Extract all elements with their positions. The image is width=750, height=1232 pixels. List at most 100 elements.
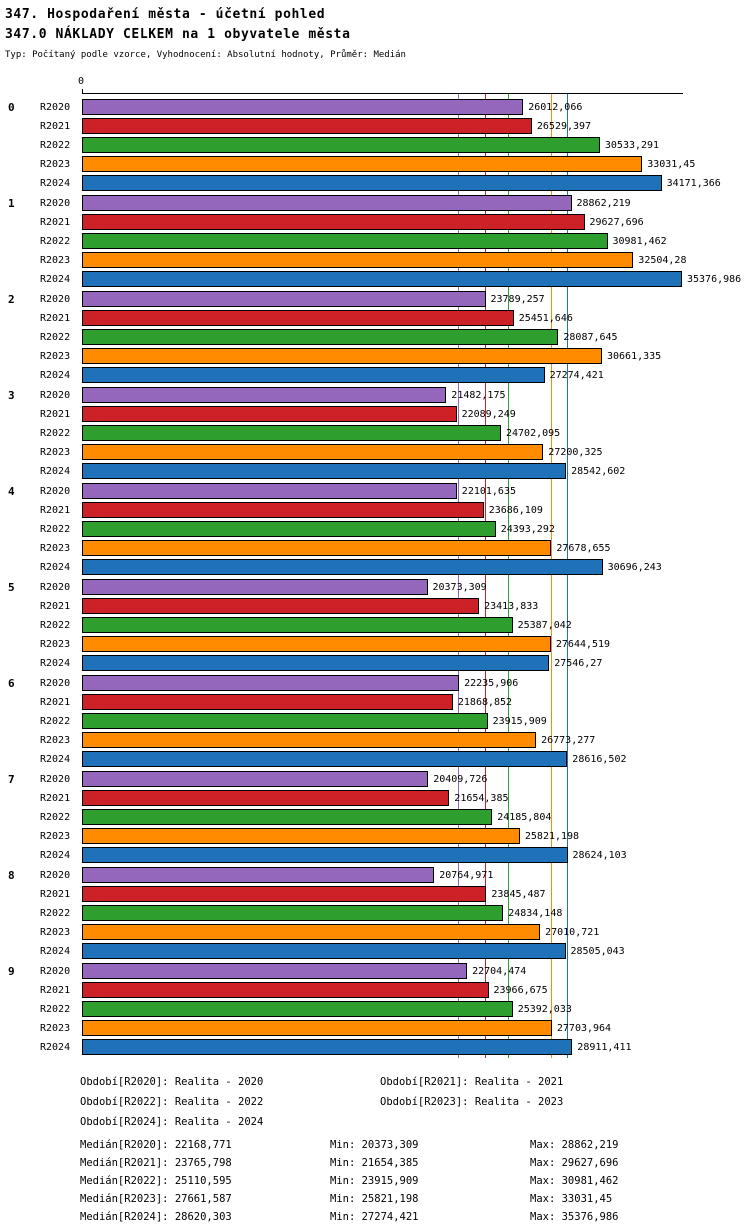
series-label: R2020 [40, 678, 71, 689]
bar-row-7-R2024: R2024 28624,103 [0, 846, 750, 865]
page-title: 347. Hospodaření města - účetní pohled [5, 7, 326, 22]
bar-R2023-group-2 [82, 348, 602, 364]
bar-row-5-R2020: 5 R2020 20373,309 [0, 578, 750, 597]
value-label: 28862,219 [576, 198, 631, 209]
bar-row-0-R2023: R2023 33031,45 [0, 155, 750, 174]
value-label: 34171,366 [666, 178, 721, 189]
value-label: 30661,335 [607, 351, 662, 362]
bar-R2020-group-5 [82, 579, 428, 595]
min-value: Min: 25821,198 [330, 1193, 419, 1205]
bar-row-1-R2023: R2023 32504,28 [0, 251, 750, 270]
bar-R2022-group-9 [82, 1001, 513, 1017]
bar-R2020-group-8 [82, 867, 435, 883]
bar-row-9-R2023: R2023 27703,964 [0, 1019, 750, 1038]
bar-row-4-R2020: 4 R2020 22101,635 [0, 482, 750, 501]
series-label: R2023 [40, 639, 71, 650]
bar-R2024-group-2 [82, 367, 545, 383]
bar-R2022-group-6 [82, 713, 488, 729]
series-label: R2023 [40, 351, 71, 362]
bar-row-9-R2022: R2022 25392,033 [0, 1000, 750, 1019]
series-label: R2020 [40, 102, 71, 113]
value-label: 27200,325 [548, 447, 603, 458]
series-label: R2024 [40, 658, 71, 669]
bar-group-0: 0 R2020 26012,066 R2021 26529,397 R2022 30533,… [0, 98, 750, 193]
series-label: R2020 [40, 198, 71, 209]
legend-entry: Období[R2023]: Realita - 2023 [380, 1096, 564, 1108]
bar-row-8-R2023: R2023 27010,721 [0, 923, 750, 942]
value-label: 25451,646 [518, 313, 573, 324]
value-label: 21482,175 [451, 390, 506, 401]
max-value: Max: 33031,45 [530, 1193, 613, 1205]
bar-row-9-R2020: 9 R2020 22704,474 [0, 962, 750, 981]
series-label: R2021 [40, 601, 71, 612]
bar-R2021-group-6 [82, 694, 453, 710]
bar-group-2: 2 R2020 23789,257 R2021 25451,646 R2022 28087,… [0, 290, 750, 385]
value-label: 27703,964 [556, 1023, 612, 1034]
min-value: Min: 20373,309 [330, 1139, 419, 1151]
bar-R2020-group-2 [82, 291, 486, 307]
series-label: R2023 [40, 735, 71, 746]
value-label: 26773,277 [541, 735, 596, 746]
bar-row-8-R2024: R2024 28505,043 [0, 942, 750, 961]
bar-R2020-group-1 [82, 195, 572, 211]
legend-row: Období[R2020]: Realita - 2020 Období[R202… [0, 1076, 750, 1096]
bar-R2021-group-4 [82, 502, 484, 518]
bar-R2024-group-7 [82, 847, 568, 863]
stats-row: Medián[R2024]: 28620,303 Min: 27274,421 Ma… [0, 1211, 750, 1229]
series-label: R2024 [40, 274, 71, 285]
bar-R2024-group-5 [82, 655, 550, 671]
value-label: 32504,28 [638, 255, 687, 266]
bar-row-4-R2022: R2022 24393,292 [0, 520, 750, 539]
value-label: 25821,198 [524, 831, 580, 842]
value-label: 20764,971 [439, 870, 494, 881]
bar-R2023-group-1 [82, 252, 634, 268]
bar-row-2-R2023: R2023 30661,335 [0, 347, 750, 366]
value-label: 27644,519 [555, 639, 611, 650]
group-label: 3 [8, 389, 15, 402]
series-label: R2020 [40, 870, 71, 881]
bar-R2024-group-8 [82, 943, 566, 959]
value-label: 28087,645 [563, 332, 618, 343]
bar-row-0-R2021: R2021 26529,397 [0, 117, 750, 136]
group-label: 5 [8, 581, 15, 594]
bar-row-7-R2022: R2022 24185,804 [0, 808, 750, 827]
bar-R2021-group-7 [82, 790, 450, 806]
series-label: R2022 [40, 140, 71, 151]
series-label: R2023 [40, 831, 71, 842]
value-label: 28505,043 [570, 946, 625, 957]
legend-entry: Období[R2024]: Realita - 2024 [80, 1116, 264, 1128]
bar-R2024-group-3 [82, 463, 567, 479]
bar-R2023-group-6 [82, 732, 537, 748]
bar-R2021-group-8 [82, 886, 487, 902]
median-line-R2021 [485, 94, 487, 1058]
median-line-R2022 [507, 94, 509, 1058]
series-label: R2021 [40, 505, 71, 516]
stats-row: Medián[R2023]: 27661,587 Min: 25821,198 Ma… [0, 1193, 750, 1211]
bar-R2021-group-0 [82, 118, 532, 134]
series-label: R2024 [40, 562, 71, 573]
bar-row-5-R2021: R2021 23413,833 [0, 597, 750, 616]
bar-row-3-R2022: R2022 24702,095 [0, 424, 750, 443]
min-value: Min: 21654,385 [330, 1157, 419, 1169]
group-label: 4 [8, 485, 15, 498]
bar-group-5: 5 R2020 20373,309 R2021 23413,833 R2022 25387,… [0, 578, 750, 673]
bar-group-7: 7 R2020 20409,726 R2021 21654,385 R2022 24185,… [0, 770, 750, 865]
bar-R2022-group-2 [82, 329, 559, 345]
value-label: 22235,906 [464, 678, 519, 689]
bar-row-3-R2023: R2023 27200,325 [0, 443, 750, 462]
series-label: R2023 [40, 927, 71, 938]
series-label: R2021 [40, 889, 71, 900]
bar-row-1-R2020: 1 R2020 28862,219 [0, 194, 750, 213]
bar-row-4-R2024: R2024 30696,243 [0, 558, 750, 577]
bar-row-8-R2020: 8 R2020 20764,971 [0, 866, 750, 885]
bar-row-2-R2021: R2021 25451,646 [0, 309, 750, 328]
series-label: R2021 [40, 793, 71, 804]
legend-entry: Období[R2022]: Realita - 2022 [80, 1096, 264, 1108]
series-label: R2020 [40, 390, 71, 401]
value-label: 23686,109 [488, 505, 543, 516]
max-value: Max: 30981,462 [530, 1175, 619, 1187]
value-label: 23413,833 [484, 601, 539, 612]
value-label: 28616,502 [572, 754, 627, 765]
stats-row: Medián[R2021]: 23765,798 Min: 21654,385 Ma… [0, 1157, 750, 1175]
legend-entry: Období[R2020]: Realita - 2020 [80, 1076, 264, 1088]
